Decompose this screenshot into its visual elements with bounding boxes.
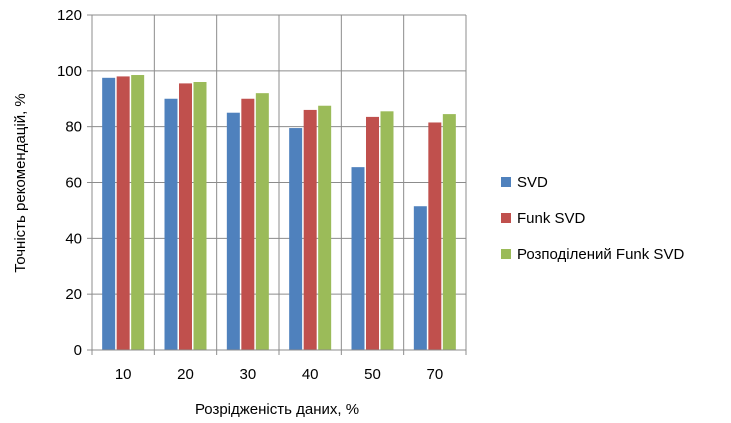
y-tick-label: 20 — [65, 286, 82, 303]
legend-swatch — [501, 249, 511, 259]
y-axis-title: Точність рекомендацій, % — [12, 93, 29, 273]
bar-svd-50 — [351, 167, 365, 350]
bar-funk-svd-50 — [366, 116, 379, 350]
y-tick-label: 0 — [74, 342, 82, 359]
bar-funk-svd-10 — [116, 76, 130, 351]
y-tick-label: 120 — [57, 7, 82, 24]
legend-swatch — [501, 177, 511, 187]
x-tick-labels: 10 20 30 40 50 70 — [115, 366, 443, 383]
x-tick-label: 40 — [302, 366, 319, 383]
bar-розподілений-funk-svd-30 — [255, 93, 269, 351]
bar-svd-70 — [413, 206, 427, 350]
bar-розподілений-funk-svd-10 — [131, 75, 145, 350]
x-tick-label: 20 — [177, 366, 194, 383]
x-tick-label: 50 — [364, 366, 381, 383]
legend: SVD Funk SVD Розподілений Funk SVD — [501, 174, 684, 263]
bar-svd-40 — [289, 128, 303, 350]
legend-label: Funk SVD — [517, 210, 586, 227]
bars — [102, 75, 456, 351]
axes — [87, 14, 467, 355]
bar-funk-svd-70 — [428, 122, 442, 351]
bar-розподілений-funk-svd-40 — [318, 105, 332, 351]
bar-розподілений-funk-svd-20 — [193, 82, 207, 350]
y-tick-labels: 0 20 40 60 80 100 120 — [57, 7, 82, 359]
y-tick-label: 100 — [57, 63, 82, 80]
bar-svd-30 — [226, 112, 240, 350]
x-axis-title: Розрідженість даних, % — [195, 401, 359, 418]
legend-label: SVD — [517, 174, 548, 191]
x-tick-label: 70 — [426, 366, 443, 383]
bar-funk-svd-20 — [179, 83, 192, 350]
bar-svd-20 — [164, 98, 178, 350]
bar-funk-svd-40 — [303, 109, 317, 351]
y-tick-label: 60 — [65, 175, 82, 192]
bar-розподілений-funk-svd-50 — [380, 111, 394, 350]
bar-svd-10 — [102, 77, 116, 350]
bar-funk-svd-30 — [241, 98, 255, 350]
y-tick-label: 80 — [65, 119, 82, 136]
legend-label: Розподілений Funk SVD — [517, 246, 684, 263]
x-tick-label: 30 — [239, 366, 256, 383]
legend-swatch — [501, 213, 511, 223]
x-tick-label: 10 — [115, 366, 132, 383]
bar-розподілений-funk-svd-70 — [442, 114, 456, 351]
gridlines — [91, 14, 467, 350]
y-tick-label: 40 — [65, 230, 82, 247]
